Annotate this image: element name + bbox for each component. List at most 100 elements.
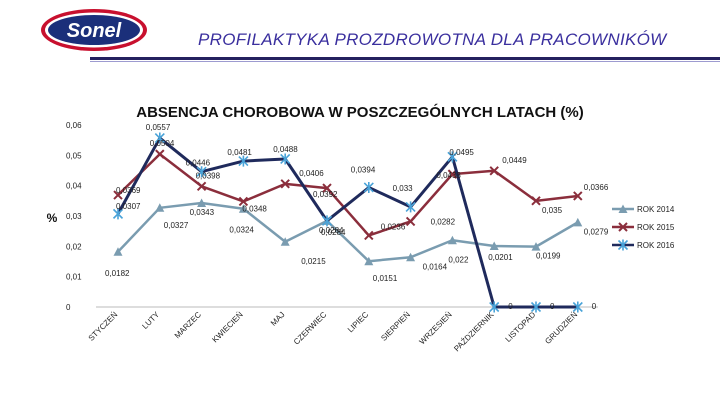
y-tick-label: 0 xyxy=(66,303,71,312)
data-point xyxy=(447,235,457,245)
series-2 xyxy=(112,132,583,313)
data-point xyxy=(447,151,458,163)
data-point xyxy=(572,301,583,313)
data-point xyxy=(238,204,248,213)
data-label: 0,0282 xyxy=(431,217,456,226)
data-label: 0,0327 xyxy=(164,221,189,230)
series-line xyxy=(117,201,579,263)
data-label: 0,0284 xyxy=(321,228,346,237)
data-point xyxy=(364,256,374,266)
data-point xyxy=(405,201,416,213)
data-point xyxy=(197,198,207,207)
data-point xyxy=(530,301,542,313)
data-point xyxy=(280,179,290,189)
legend-item: ROK 2015 xyxy=(612,222,675,232)
data-point xyxy=(321,215,333,227)
y-tick-label: 0,02 xyxy=(66,242,82,251)
data-point xyxy=(113,247,123,256)
x-category-label: KWIECIEŃ xyxy=(210,310,244,344)
banner-title: PROFILAKTYKA PROZDROWOTNA DLA PRACOWNIKÓ… xyxy=(198,30,667,49)
legend-label: ROK 2016 xyxy=(637,241,675,250)
series-line xyxy=(116,136,578,309)
data-label: 0,0438 xyxy=(436,171,461,180)
x-category-label: WRZESIEŃ xyxy=(418,310,454,346)
data-point xyxy=(573,217,583,227)
data-label: 0,0394 xyxy=(351,165,376,174)
y-tick-label: 0,05 xyxy=(66,151,82,160)
data-label: 0,0324 xyxy=(229,226,254,235)
data-label: 0,033 xyxy=(393,184,414,193)
y-tick-label: 0,03 xyxy=(66,212,82,221)
data-label: 0,0348 xyxy=(242,204,267,213)
data-label: 0,0343 xyxy=(190,208,215,217)
x-category-label: STYCZEŃ xyxy=(87,310,120,343)
data-point xyxy=(406,252,416,262)
data-point xyxy=(531,242,541,251)
legend-label: ROK 2014 xyxy=(637,205,675,214)
data-point xyxy=(618,222,628,232)
y-axis-label: % xyxy=(47,211,58,225)
data-label: 0,0366 xyxy=(584,183,609,192)
data-point xyxy=(618,204,628,213)
data-label: 0,022 xyxy=(448,255,469,264)
data-point xyxy=(489,166,499,176)
data-label: 0,0369 xyxy=(116,186,141,195)
legend-item: ROK 2014 xyxy=(612,204,675,214)
series-1 xyxy=(113,149,583,241)
data-point xyxy=(238,155,249,167)
x-category-label: SIERPIEŃ xyxy=(379,310,412,343)
x-category-label: LUTY xyxy=(140,310,161,331)
y-tick-label: 0,06 xyxy=(66,121,82,130)
legend-item: ROK 2016 xyxy=(612,239,675,251)
data-label: 0,0481 xyxy=(227,148,252,157)
data-point xyxy=(196,181,207,191)
data-point xyxy=(112,208,124,220)
data-point xyxy=(196,166,207,178)
data-point xyxy=(113,190,123,200)
y-tick-label: 0,04 xyxy=(66,182,82,191)
data-label: 0,0406 xyxy=(299,169,324,178)
data-label: 0,0201 xyxy=(488,253,513,262)
x-category-label: LIPIEC xyxy=(346,310,370,334)
data-point xyxy=(238,196,249,207)
sonel-logo: Sonel xyxy=(41,9,147,51)
series-line xyxy=(117,152,578,237)
data-point xyxy=(280,153,291,165)
x-category-label: MAJ xyxy=(269,310,287,328)
data-label: 0,0398 xyxy=(196,171,221,180)
x-category-label: GRUDZIEŃ xyxy=(543,310,579,346)
header-divider xyxy=(90,57,720,60)
data-label: 0,0446 xyxy=(186,159,211,168)
header-divider-thin xyxy=(90,61,720,62)
series-group xyxy=(112,132,583,313)
data-label: 0,035 xyxy=(542,206,563,215)
legend: ROK 2014 ROK 2015 ROK 2016 xyxy=(612,204,675,251)
y-axis-ticks: 0 0,01 0,02 0,03 0,04 0,05 0,06 xyxy=(66,121,82,312)
data-point xyxy=(405,216,416,227)
data-point xyxy=(363,181,374,193)
x-category-label: MARZEC xyxy=(173,310,203,340)
data-label: 0,0151 xyxy=(373,274,398,283)
absence-line-chart: ABSENCJA CHOROBOWA W POSZCZEGÓLNYCH LATA… xyxy=(47,103,675,354)
x-axis-categories: STYCZEŃ LUTY MARZEC KWIECIEŃ MAJ CZERWIEC LIPI… xyxy=(87,310,580,354)
header-bar: Sonel PROFILAKTYKA PROZDROWOTNA DLA PRAC… xyxy=(0,0,720,62)
data-label: 0,0557 xyxy=(146,123,171,132)
data-label: 0,0164 xyxy=(423,262,448,271)
data-point xyxy=(280,237,290,246)
data-point xyxy=(154,132,165,144)
data-label: 0 xyxy=(592,302,597,311)
data-point xyxy=(573,191,583,201)
data-label: 0,0199 xyxy=(536,252,561,261)
data-label: 0,0495 xyxy=(449,148,474,157)
data-label: 0,0284 xyxy=(319,226,344,235)
data-point xyxy=(155,203,165,212)
data-label: 0 xyxy=(550,302,555,311)
data-label: 0 xyxy=(508,302,513,311)
data-point xyxy=(322,183,332,193)
data-label: 0,0215 xyxy=(301,257,326,266)
y-tick-label: 0,01 xyxy=(66,273,82,282)
brand-text: Sonel xyxy=(67,20,122,42)
data-label: 0,0488 xyxy=(273,145,298,154)
data-point xyxy=(364,230,374,241)
